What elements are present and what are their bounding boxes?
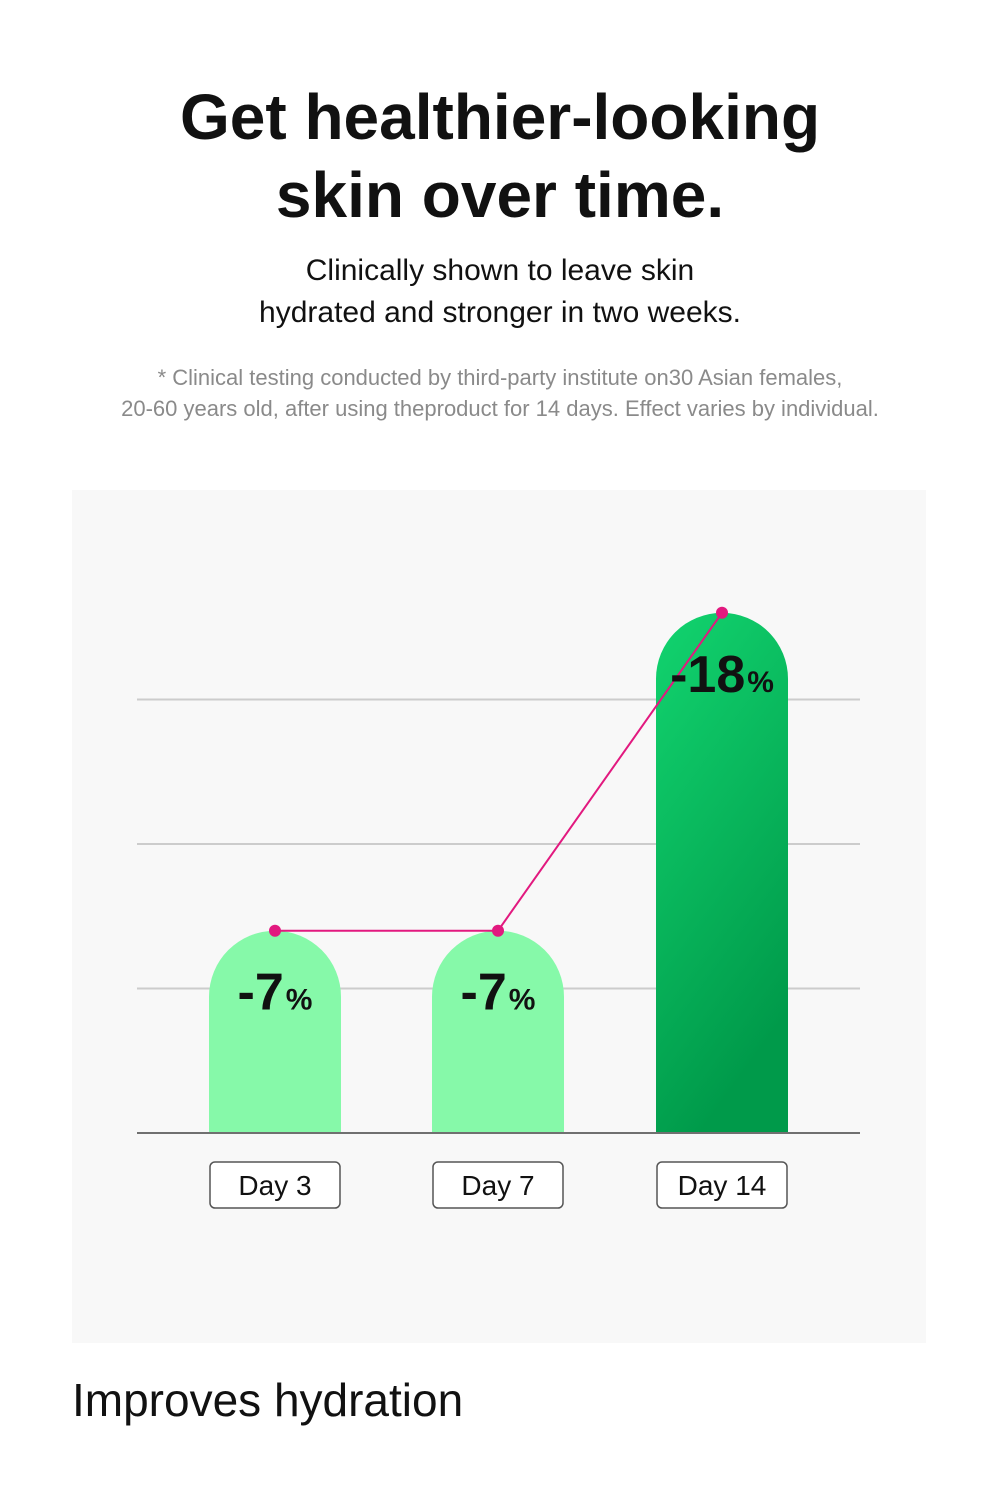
disclaimer: * Clinical testing conducted by third-pa… bbox=[0, 362, 1000, 424]
category-label-1: Day 3 bbox=[238, 1170, 311, 1201]
trend-line bbox=[275, 612, 723, 932]
category-box-2 bbox=[432, 1161, 564, 1209]
headline: Get healthier-looking skin over time. bbox=[0, 78, 1000, 234]
bar-day-7 bbox=[432, 930, 564, 1133]
value-label-2: -7% bbox=[461, 964, 536, 1022]
category-label-3: Day 14 bbox=[678, 1170, 767, 1201]
headline-line-2: skin over time. bbox=[275, 159, 725, 231]
trend-point-2 bbox=[492, 924, 504, 937]
trend-point-3 bbox=[716, 606, 728, 619]
bar-day-3 bbox=[209, 930, 341, 1133]
disclaimer-line-2: 20-60 years old, after using theproduct … bbox=[121, 396, 879, 421]
subheadline-line-1: Clinically shown to leave skin bbox=[305, 254, 695, 287]
hydration-chart: -7% -7% -18% Day 3 Day 7 Day 14 bbox=[137, 606, 860, 1209]
headline-line-1: Get healthier-looking bbox=[179, 81, 821, 153]
category-label-2: Day 7 bbox=[461, 1170, 534, 1201]
trend-point-1 bbox=[269, 924, 281, 937]
disclaimer-line-1: * Clinical testing conducted by third-pa… bbox=[157, 365, 843, 390]
subheadline: Clinically shown to leave skin hydrated … bbox=[0, 250, 1000, 334]
footer-title: Improves hydration bbox=[72, 1374, 464, 1426]
subheadline-line-2: hydrated and stronger in two weeks. bbox=[259, 296, 741, 329]
chart-card: -7% -7% -18% Day 3 Day 7 Day 14 bbox=[72, 490, 926, 1343]
value-label-1: -7% bbox=[238, 964, 313, 1022]
bar-day-14 bbox=[656, 612, 788, 1133]
value-label-3: -18% bbox=[670, 646, 774, 704]
category-box-1 bbox=[209, 1161, 341, 1209]
category-box-3 bbox=[656, 1161, 788, 1209]
